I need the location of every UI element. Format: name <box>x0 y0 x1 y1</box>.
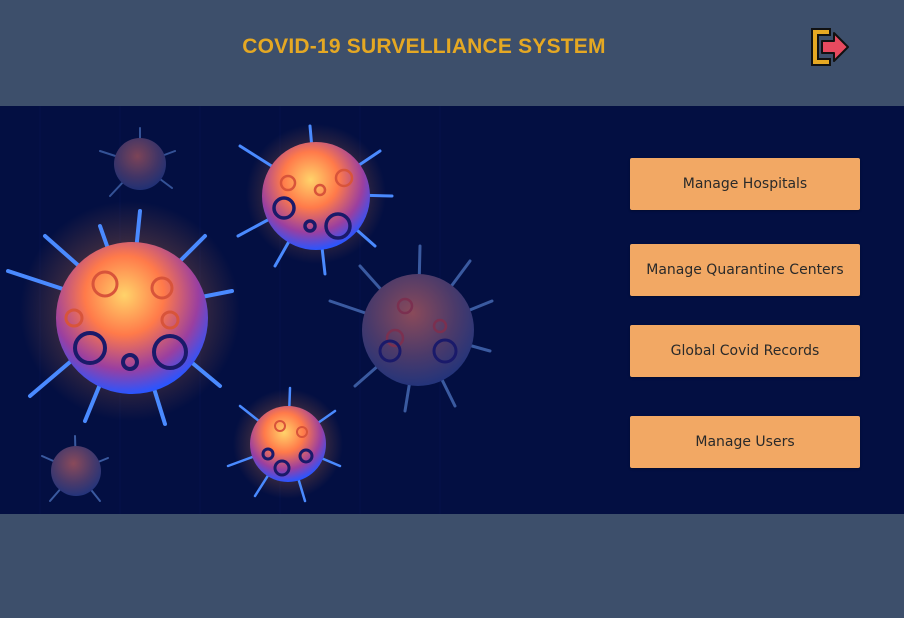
logout-button[interactable] <box>808 25 854 69</box>
footer <box>0 514 904 618</box>
virus-illustration <box>6 106 494 514</box>
manage-quarantine-centers-button[interactable]: Manage Quarantine Centers <box>630 244 860 296</box>
manage-hospitals-button[interactable]: Manage Hospitals <box>630 158 860 210</box>
header: COVID-19 SURVELLIANCE SYSTEM <box>0 0 904 106</box>
banner: Manage Hospitals Manage Quarantine Cente… <box>0 106 904 514</box>
logout-icon <box>811 28 849 66</box>
manage-users-button[interactable]: Manage Users <box>630 416 860 468</box>
app-title: COVID-19 SURVELLIANCE SYSTEM <box>242 35 606 58</box>
global-covid-records-button[interactable]: Global Covid Records <box>630 325 860 377</box>
